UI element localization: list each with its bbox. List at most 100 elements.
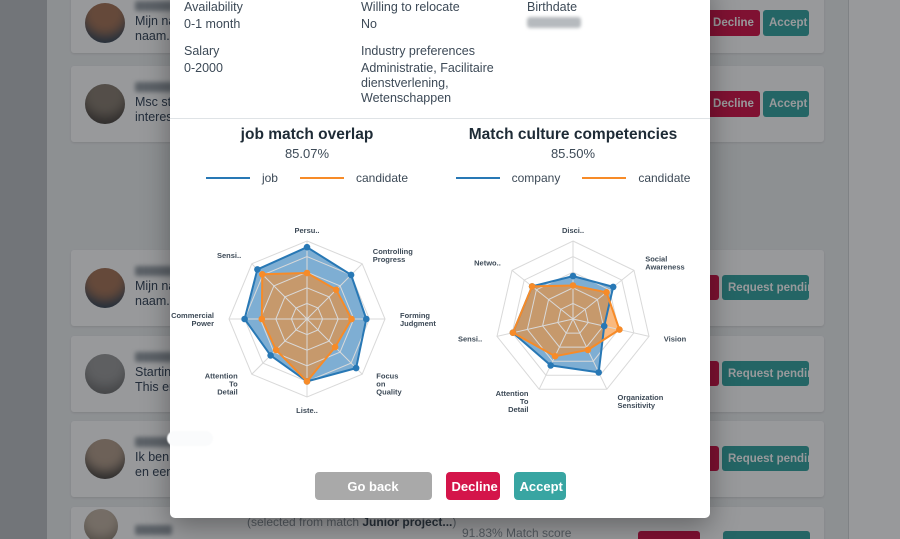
radar-point-candidate [259,271,266,278]
redacted-name [135,266,173,276]
legend-item-job: job [205,171,278,185]
radar-point-job [267,352,274,359]
job-match-overlap-chart: job match overlap 85.07% job candidate Pe… [171,126,442,438]
avatar [85,439,125,479]
field-willing-to-relocate: Willing to relocate No [361,0,527,32]
card-accept-button[interactable]: Accept [763,10,809,36]
radar-axis-label: Controlling Progress [373,247,413,264]
field-salary: Salary 0-2000 [184,44,361,106]
card-decline-button[interactable] [638,531,700,539]
card-accept-button[interactable]: Accept [763,91,809,117]
card-text-line: interess [135,110,179,124]
redacted-value [527,17,581,28]
field-birthdate: Birthdate [527,0,696,32]
radar-point-job [241,315,248,323]
culture-competencies-chart: Match culture competencies 85.50% compan… [438,126,708,438]
field-label: Industry preferences [361,44,475,58]
radar-axis-label: Sensi.. [458,335,482,344]
radar-spoke [251,318,308,375]
selected-from-match-text: (selected from match Junior project...) [247,515,457,529]
radar-spoke [511,269,574,320]
legend-label: job [261,171,278,185]
radar-point-candidate [258,315,266,323]
card-text-line: This en [135,380,176,394]
radar-point-company [569,272,577,280]
radar-point-candidate [348,315,355,323]
radar-ring [496,240,650,390]
field-label: Willing to relocate [361,0,460,14]
chart-percentage: 85.07% [284,146,330,161]
radar-point-company [600,322,608,330]
decline-button[interactable]: Decline [445,472,500,500]
radar-axis-label: Disci.. [562,226,584,235]
radar-point-job [352,364,360,372]
field-value: 0-1 month [184,17,241,31]
card-text-line: en een [135,465,174,479]
chart-legend: company candidate [438,171,708,185]
legend-line-icon [205,177,250,179]
radar-point-job [254,266,261,273]
go-back-button[interactable]: Go back [314,472,432,500]
field-industry-preferences: Industry preferences Administratie, Facil… [361,44,527,106]
radar-point-job [303,243,311,251]
candidate-detail-modal: Availability 0-1 month Willing to relocate… [170,0,710,518]
card-decline-button[interactable]: Decline [707,10,760,36]
radar-axis-label: Netwo.. [474,258,501,267]
radar-point-job [363,315,370,323]
card-text-line: naam. [135,29,170,43]
radar-axis-label: Forming Judgment [400,311,436,328]
radar-point-candidate [331,343,339,351]
radar-axis-label: Focus on Quality [376,371,402,396]
radar-axis-label: Sensi.. [217,251,241,260]
radar-point-candidate [528,283,536,290]
radar-chart-job-match: Persu.. Controlling Progress Forming Judgmen… [171,226,436,415]
radar-axis-label: Commercial Power [171,311,214,328]
card-request-pending-button[interactable]: Request pending [722,275,821,300]
card-action-button[interactable] [723,531,810,539]
radar-point-company [609,283,617,291]
card-request-pending-button[interactable]: Request pending [722,446,821,471]
avatar [85,354,125,394]
radar-point-candidate [551,352,559,360]
radar-point-candidate [584,346,592,354]
field-value: No [361,17,377,31]
radar-spoke [496,318,574,337]
legend-label: company [511,171,561,185]
radar-spoke [572,269,635,320]
card-request-pending-button[interactable]: Request pending [722,361,821,386]
radar-point-candidate [509,329,517,336]
field-availability: Availability 0-1 month [184,0,361,32]
redacted-name-overlap [167,431,213,446]
legend-line-icon [299,177,344,179]
radar-point-candidate [303,269,311,277]
card-text-line: Msc stu [135,95,179,109]
radar-point-candidate [332,286,340,294]
redacted-name [135,352,173,362]
card-decline-button[interactable]: Decline [707,91,760,117]
radar-ring [542,287,604,348]
legend-label: candidate [638,171,691,185]
right-panel [848,0,900,539]
legend-item-candidate: candidate [299,171,409,185]
redacted-name [135,437,173,447]
radar-axis-label: Persu.. [294,226,319,235]
avatar [85,268,125,308]
candidate-fields: Availability 0-1 month Willing to relocate… [170,0,710,106]
legend-line-icon [582,177,627,179]
field-label: Salary [184,44,220,58]
redacted-name [135,1,173,11]
card-text-line: Starting [135,365,179,379]
avatar [85,3,125,43]
radar-ring [557,302,589,334]
accept-button[interactable]: Accept [513,472,566,500]
chart-percentage: 85.50% [550,146,596,161]
card-text-line: Ik ben [135,450,170,464]
radar-point-company [547,362,554,369]
divider [170,118,710,119]
legend-label: candidate [355,171,409,185]
radar-axis-label: Attention To Detail [496,389,529,414]
radar-spoke [572,318,608,390]
field-label: Availability [184,0,243,14]
radar-point-job [347,271,355,279]
